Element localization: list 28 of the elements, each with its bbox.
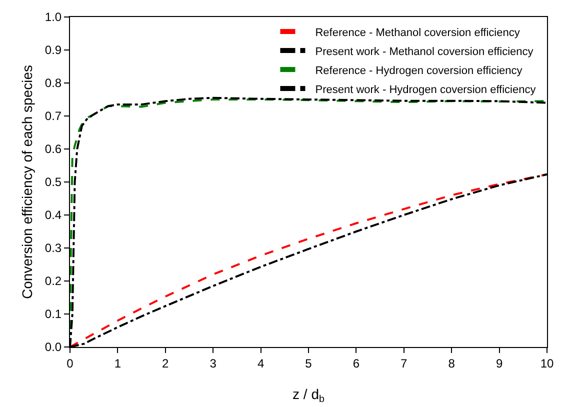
x-tick-label: 2: [162, 356, 170, 370]
x-tick-label: 1: [114, 356, 122, 370]
x-tick-label: 10: [540, 356, 554, 370]
legend-label: Reference - Hydrogen coversion efficiency: [315, 64, 523, 77]
x-tick-label: 7: [400, 356, 408, 370]
y-tick-label: 0.9: [44, 43, 62, 58]
y-tick-label: 0.7: [44, 109, 62, 124]
x-tick-label: 8: [448, 356, 456, 370]
y-tick-label: 0.2: [44, 274, 62, 288]
y-tick-label: 0.8: [44, 76, 62, 90]
text: 1.0: [44, 10, 62, 24]
x-tick-label: 0: [66, 356, 74, 370]
y-axis-title: Conversion efficiency of each species: [19, 65, 35, 299]
x-tick-label: 5: [305, 356, 312, 370]
y-tick-label: 0.1: [44, 307, 62, 322]
legend-label: Reference - Methanol coversion efficiency: [315, 26, 520, 39]
y-tick-label: 0.6: [44, 142, 62, 156]
x-tick-label: 3: [210, 356, 217, 370]
y-tick-label: 0.3: [44, 241, 62, 256]
x-tick-label: 4: [257, 356, 264, 370]
y-tick-label: 0.4: [44, 208, 62, 222]
x-tick-label: 9: [496, 356, 503, 370]
text: 0.0: [44, 340, 62, 354]
x-axis-title: z / d$_{b}$: [292, 386, 326, 405]
y-tick-label: 0.5: [44, 175, 62, 190]
legend-label: Present work - Methanol coversion efficiency: [315, 46, 534, 58]
x-tick-label: 6: [352, 356, 360, 370]
legend-label: Present work - Hydrogen coversion efficiency: [315, 84, 536, 96]
